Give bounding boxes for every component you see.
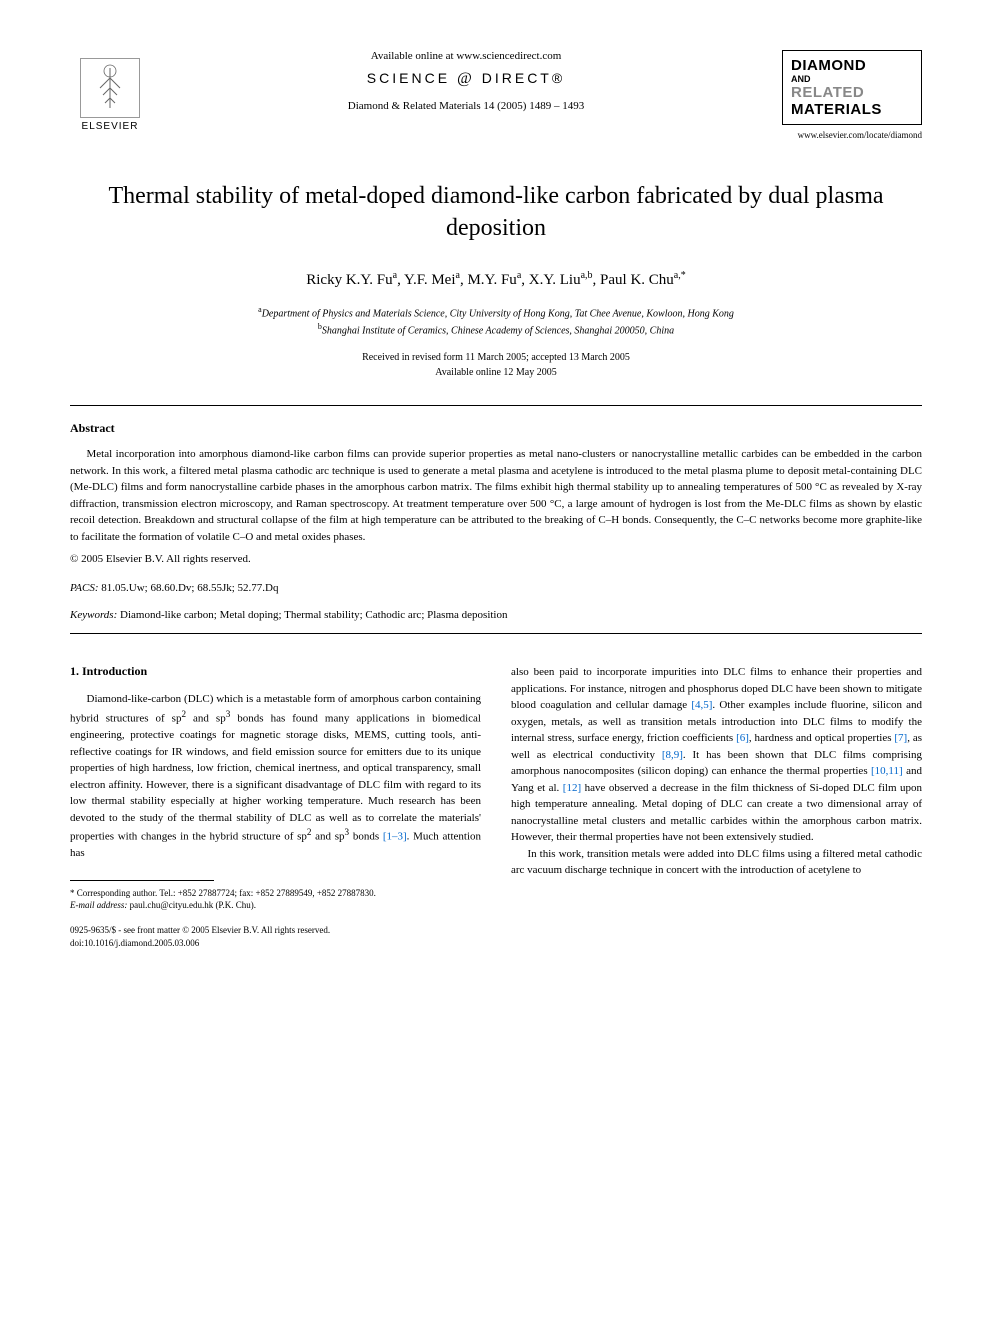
affiliations-block: aDepartment of Physics and Materials Sci… xyxy=(70,304,922,339)
sd-prefix: SCIENCE xyxy=(367,70,450,86)
divider-bottom xyxy=(70,633,922,634)
affiliation-a: aDepartment of Physics and Materials Sci… xyxy=(70,304,922,321)
email-footnote: E-mail address: paul.chu@cityu.edu.hk (P… xyxy=(70,899,481,912)
article-title: Thermal stability of metal-doped diamond… xyxy=(70,180,922,245)
keywords-value: Diamond-like carbon; Metal doping; Therm… xyxy=(120,609,507,621)
corresponding-footnote: * Corresponding author. Tel.: +852 27887… xyxy=(70,887,481,900)
email-value: paul.chu@cityu.edu.hk (P.K. Chu). xyxy=(130,900,256,910)
column-right: also been paid to incorporate impurities… xyxy=(511,664,922,949)
available-online-text: Available online at www.sciencedirect.co… xyxy=(170,50,762,62)
journal-word-related: RELATED xyxy=(791,84,913,101)
keywords-label: Keywords: xyxy=(70,609,117,621)
email-label: E-mail address: xyxy=(70,900,127,910)
footer-line-1: 0925-9635/$ - see front matter © 2005 El… xyxy=(70,924,481,937)
journal-title-box: DIAMOND AND RELATED MATERIALS xyxy=(782,50,922,125)
abstract-copyright: © 2005 Elsevier B.V. All rights reserved… xyxy=(70,553,922,565)
sd-at-icon: @ xyxy=(450,70,482,87)
elsevier-tree-icon xyxy=(80,58,140,118)
section-1-heading: 1. Introduction xyxy=(70,664,481,679)
pacs-label: PACS: xyxy=(70,582,99,594)
pacs-value: 81.05.Uw; 68.60.Dv; 68.55Jk; 52.77.Dq xyxy=(101,582,278,594)
intro-paragraph-1: Diamond-like-carbon (DLC) which is a met… xyxy=(70,691,481,861)
header-row: ELSEVIER Available online at www.science… xyxy=(70,50,922,140)
online-date: Available online 12 May 2005 xyxy=(70,365,922,380)
pacs-line: PACS: 81.05.Uw; 68.60.Dv; 68.55Jk; 52.77… xyxy=(70,580,922,597)
footer-meta: 0925-9635/$ - see front matter © 2005 El… xyxy=(70,924,481,949)
journal-reference: Diamond & Related Materials 14 (2005) 14… xyxy=(170,100,762,112)
authors-line: Ricky K.Y. Fua, Y.F. Meia, M.Y. Fua, X.Y… xyxy=(70,270,922,289)
journal-word-diamond: DIAMOND xyxy=(791,57,913,74)
column-left: 1. Introduction Diamond-like-carbon (DLC… xyxy=(70,664,481,949)
journal-logo-block: DIAMOND AND RELATED MATERIALS www.elsevi… xyxy=(782,50,922,140)
abstract-text: Metal incorporation into amorphous diamo… xyxy=(70,446,922,545)
elsevier-logo: ELSEVIER xyxy=(70,50,150,140)
journal-word-materials: MATERIALS xyxy=(791,101,913,118)
footer-line-2: doi:10.1016/j.diamond.2005.03.006 xyxy=(70,937,481,950)
footnote-divider xyxy=(70,880,214,881)
dates-block: Received in revised form 11 March 2005; … xyxy=(70,350,922,380)
sciencedirect-logo: SCIENCE @ DIRECT® xyxy=(170,70,762,88)
center-header: Available online at www.sciencedirect.co… xyxy=(150,50,782,112)
journal-word-and: AND xyxy=(791,74,913,84)
intro-paragraph-2: also been paid to incorporate impurities… xyxy=(511,664,922,846)
abstract-heading: Abstract xyxy=(70,421,922,436)
journal-url: www.elsevier.com/locate/diamond xyxy=(782,130,922,140)
intro-paragraph-3: In this work, transition metals were add… xyxy=(511,846,922,879)
received-date: Received in revised form 11 March 2005; … xyxy=(70,350,922,365)
divider-top xyxy=(70,405,922,406)
sd-suffix: DIRECT® xyxy=(482,70,565,86)
affiliation-b: bShanghai Institute of Ceramics, Chinese… xyxy=(70,321,922,338)
keywords-line: Keywords: Diamond-like carbon; Metal dop… xyxy=(70,607,922,624)
body-columns: 1. Introduction Diamond-like-carbon (DLC… xyxy=(70,664,922,949)
elsevier-label: ELSEVIER xyxy=(82,121,139,132)
